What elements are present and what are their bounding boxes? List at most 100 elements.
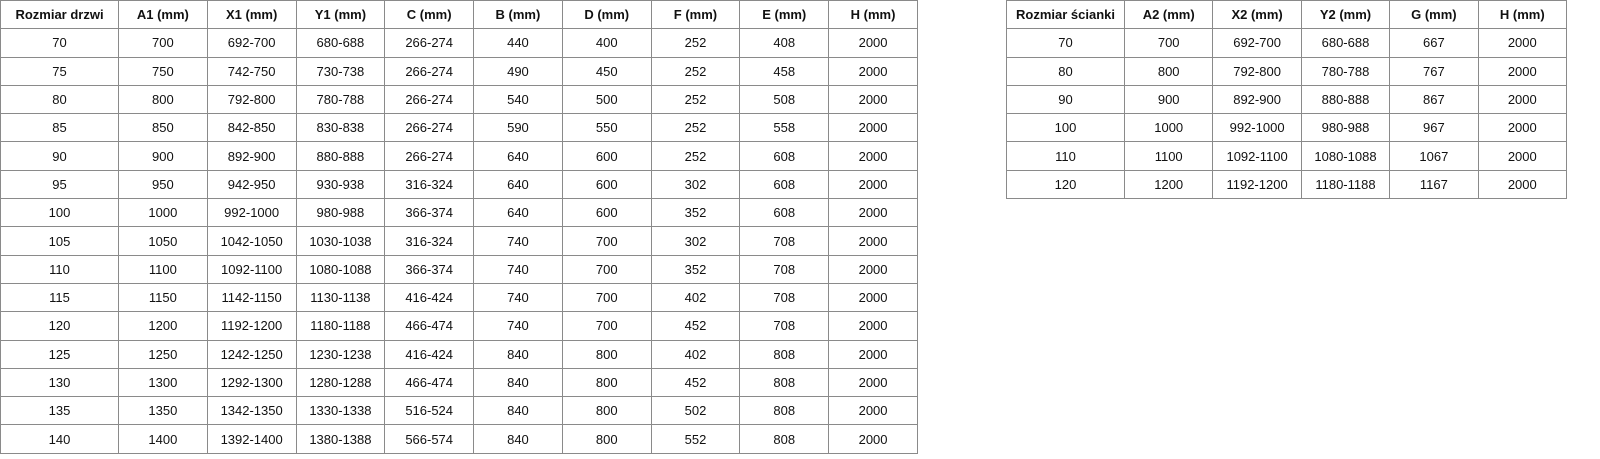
table-cell: 552 xyxy=(650,424,741,454)
table-cell: 1180-1188 xyxy=(1300,169,1391,200)
table-cell: 2000 xyxy=(1477,141,1568,171)
table-cell: 780-788 xyxy=(295,84,386,115)
table-cell: 1092-1100 xyxy=(206,254,297,284)
table-cell: 700 xyxy=(561,311,652,341)
table-cell: 110 xyxy=(0,254,119,284)
wall-size-table: Rozmiar ścianki A2 (mm) X2 (mm) Y2 (mm) G (m… xyxy=(1006,0,1568,200)
table-cell: 550 xyxy=(561,113,652,143)
table-row: 80 800 792-800 780-788 266-274 540 500 252 508 20… xyxy=(0,84,918,115)
table-cell: 2000 xyxy=(828,141,918,171)
table-cell: 608 xyxy=(739,198,830,228)
table-cell: 767 xyxy=(1389,56,1479,86)
column-header: F (mm) xyxy=(650,0,741,30)
table-cell: 667 xyxy=(1389,28,1479,58)
table-cell: 266-274 xyxy=(384,113,475,143)
table-cell: 266-274 xyxy=(384,141,475,171)
column-header: B (mm) xyxy=(473,0,563,30)
table-cell: 740 xyxy=(473,282,563,313)
table-cell: 366-374 xyxy=(384,198,475,228)
table-cell: 1330-1338 xyxy=(295,396,386,426)
table-row: 100 1000 992-1000 980-988 366-374 640 600 352 60… xyxy=(0,198,918,228)
table-cell: 640 xyxy=(473,198,563,228)
table-cell: 408 xyxy=(739,28,830,58)
table-cell: 2000 xyxy=(828,311,918,341)
table-row: 110 1100 1092-1100 1080-1088 366-374 740 700 35… xyxy=(0,254,918,284)
table-cell: 1300 xyxy=(118,367,208,398)
table-cell: 880-888 xyxy=(1300,84,1391,115)
table-cell: 1180-1188 xyxy=(295,311,386,341)
table-cell: 840 xyxy=(473,367,563,398)
table-row: 75 750 742-750 730-738 266-274 490 450 252 458 20… xyxy=(0,56,918,86)
table-row: 120 1200 1192-1200 1180-1188 466-474 740 700 45… xyxy=(0,311,918,341)
table-cell: 867 xyxy=(1389,84,1479,115)
table-row: 95 950 942-950 930-938 316-324 640 600 302 608 20… xyxy=(0,169,918,200)
table-cell: 992-1000 xyxy=(206,198,297,228)
table-cell: 115 xyxy=(0,282,119,313)
table-cell: 680-688 xyxy=(295,28,386,58)
table-cell: 590 xyxy=(473,113,563,143)
table-cell: 740 xyxy=(473,311,563,341)
table-cell: 730-738 xyxy=(295,56,386,86)
table-cell: 1080-1088 xyxy=(1300,141,1391,171)
table-cell: 2000 xyxy=(828,254,918,284)
table-cell: 1392-1400 xyxy=(206,424,297,454)
table-cell: 1030-1038 xyxy=(295,226,386,256)
table-cell: 880-888 xyxy=(295,141,386,171)
table-cell: 800 xyxy=(1123,56,1214,86)
column-header: Rozmiar ścianki xyxy=(1006,0,1125,30)
table-cell: 2000 xyxy=(828,113,918,143)
table-cell: 1000 xyxy=(118,198,208,228)
table-cell: 830-838 xyxy=(295,113,386,143)
table-cell: 452 xyxy=(650,367,741,398)
table-cell: 2000 xyxy=(828,84,918,115)
table-cell: 1042-1050 xyxy=(206,226,297,256)
table-cell: 90 xyxy=(0,141,119,171)
table-cell: 2000 xyxy=(828,28,918,58)
table-cell: 780-788 xyxy=(1300,56,1391,86)
door-size-table: Rozmiar drzwi A1 (mm) X1 (mm) Y1 (mm) C (mm)… xyxy=(0,0,918,454)
table-row: 125 1250 1242-1250 1230-1238 416-424 840 800 40… xyxy=(0,339,918,369)
table-cell: 700 xyxy=(118,28,208,58)
table-cell: 80 xyxy=(0,84,119,115)
table-cell: 252 xyxy=(650,84,741,115)
table-cell: 1200 xyxy=(118,311,208,341)
table-row: 135 1350 1342-1350 1330-1338 516-524 840 800 50… xyxy=(0,396,918,426)
column-header: Rozmiar drzwi xyxy=(0,0,119,30)
table-row: 80 800 792-800 780-788 767 2000 xyxy=(1006,56,1568,86)
table-cell: 608 xyxy=(739,141,830,171)
table-cell: 950 xyxy=(118,169,208,200)
table-cell: 130 xyxy=(0,367,119,398)
table-cell: 252 xyxy=(650,141,741,171)
table-cell: 500 xyxy=(561,84,652,115)
table-cell: 302 xyxy=(650,169,741,200)
table-cell: 600 xyxy=(561,169,652,200)
header-row: Rozmiar ścianki A2 (mm) X2 (mm) Y2 (mm) G (m… xyxy=(1006,0,1568,30)
table-cell: 70 xyxy=(0,28,119,58)
table-cell: 900 xyxy=(118,141,208,171)
table-cell: 840 xyxy=(473,424,563,454)
table-cell: 742-750 xyxy=(206,56,297,86)
column-header: Y2 (mm) xyxy=(1300,0,1391,30)
table-cell: 1050 xyxy=(118,226,208,256)
table-row: 100 1000 992-1000 980-988 967 2000 xyxy=(1006,113,1568,143)
table-cell: 466-474 xyxy=(384,367,475,398)
table-cell: 100 xyxy=(0,198,119,228)
table-cell: 1092-1100 xyxy=(1212,141,1302,171)
table-cell: 700 xyxy=(561,254,652,284)
column-header: Y1 (mm) xyxy=(295,0,386,30)
table-cell: 2000 xyxy=(828,226,918,256)
table-cell: 2000 xyxy=(828,56,918,86)
table-cell: 140 xyxy=(0,424,119,454)
table-cell: 900 xyxy=(1123,84,1214,115)
table-cell: 540 xyxy=(473,84,563,115)
table-cell: 800 xyxy=(561,367,652,398)
table-cell: 980-988 xyxy=(1300,113,1391,143)
table-cell: 2000 xyxy=(1477,56,1568,86)
table-cell: 1200 xyxy=(1123,169,1214,200)
column-header: A2 (mm) xyxy=(1123,0,1214,30)
table-cell: 700 xyxy=(561,226,652,256)
table-cell: 740 xyxy=(473,226,563,256)
table-cell: 800 xyxy=(561,396,652,426)
table-cell: 100 xyxy=(1006,113,1125,143)
table-cell: 252 xyxy=(650,113,741,143)
